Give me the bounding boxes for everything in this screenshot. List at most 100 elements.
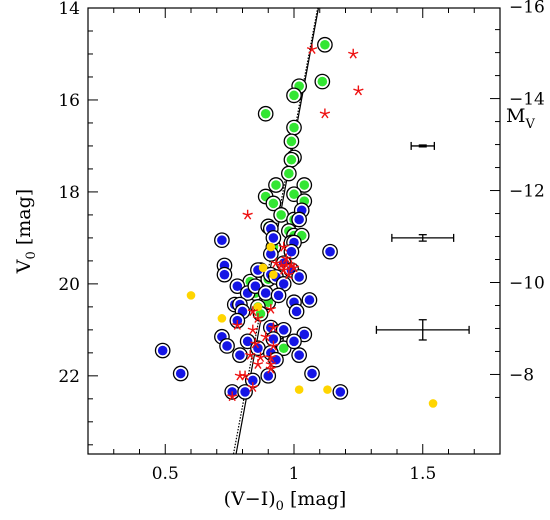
green-point: [265, 195, 282, 212]
point-fill: [273, 290, 284, 301]
green-point: [317, 36, 333, 53]
yellow-point: [258, 263, 268, 273]
red-star-point: [252, 359, 264, 369]
point-fill: [286, 154, 297, 165]
blue-point: [291, 211, 307, 228]
blue-point: [237, 384, 253, 400]
point-fill: [217, 235, 227, 245]
yellow-point: [294, 385, 304, 394]
point-fill: [268, 198, 279, 209]
green-point: [296, 193, 313, 209]
red-star-point: [250, 338, 261, 349]
point-fill: [278, 325, 289, 335]
red-star-point: [353, 85, 364, 96]
x-tick-label: 1.5: [409, 464, 436, 484]
red-star-point: [227, 391, 238, 402]
blue-point: [291, 347, 307, 363]
blue-point: [219, 338, 235, 354]
red-star-point: [247, 324, 258, 335]
yellow-point: [428, 399, 438, 408]
yellow-point: [217, 314, 227, 323]
point-fill: [286, 246, 297, 257]
red-star-point: [268, 340, 279, 351]
point-fill: [278, 343, 289, 354]
point-fill: [278, 279, 289, 289]
red-star-point: [265, 363, 276, 374]
y-axis-label-sub: 0: [24, 251, 39, 259]
point-fill: [307, 368, 317, 379]
right-tick-label: −16: [509, 0, 545, 18]
point-fill: [289, 90, 299, 101]
red-star-point: [242, 209, 253, 220]
blue-point: [288, 303, 305, 320]
point-fill: [263, 371, 274, 381]
y-tick-label: 22: [58, 367, 80, 387]
blue-point: [232, 347, 248, 363]
point-fill: [222, 341, 232, 351]
point-fill: [294, 214, 304, 225]
blue-point: [301, 292, 318, 308]
y-axis-label: V0 [mag]: [13, 189, 39, 274]
point-fill: [175, 368, 186, 379]
blue-point: [275, 276, 292, 292]
blue-point: [216, 266, 233, 283]
yellow-point: [266, 242, 276, 252]
y-tick-label: 18: [58, 183, 80, 203]
blue-point: [172, 365, 189, 382]
blue-point: [304, 365, 320, 382]
red-star-point: [319, 108, 331, 119]
red-star-point: [278, 264, 289, 275]
green-point: [280, 165, 297, 182]
green-point: [286, 87, 302, 104]
blue-point: [257, 285, 274, 301]
point-fill: [284, 168, 294, 179]
point-fill: [242, 336, 253, 347]
red-star-point: [247, 382, 258, 392]
red-star-point: [265, 359, 276, 369]
green-point: [268, 177, 284, 193]
point-fill: [232, 281, 243, 291]
blue-point: [265, 230, 282, 246]
right-tick-label: −12: [509, 182, 545, 202]
point-fill: [271, 180, 281, 190]
point-fill: [299, 180, 310, 190]
x-tick-label: 0.5: [152, 464, 179, 484]
red-star-point: [239, 370, 251, 381]
y-axis-label-main: V: [13, 259, 35, 274]
x-axis-label-main: (V−I): [224, 488, 276, 510]
red-star-point: [247, 306, 258, 317]
point-fill: [240, 387, 250, 397]
point-fill: [268, 334, 279, 344]
point-fill: [289, 189, 299, 200]
point-fill: [253, 343, 263, 354]
y-tick-label: 14: [58, 0, 80, 19]
y-tick-label: 16: [58, 91, 80, 111]
point-fill: [235, 350, 245, 360]
point-fill: [299, 329, 310, 340]
blue-point: [291, 269, 307, 285]
red-star-point: [281, 253, 292, 264]
right-axis-label-main: M: [506, 105, 525, 127]
blue-point: [154, 342, 171, 359]
point-fill: [289, 336, 299, 347]
red-star-point: [252, 313, 264, 323]
point-fill: [294, 272, 304, 282]
red-star-point: [283, 269, 295, 280]
right-tick-label: −14: [509, 90, 545, 110]
point-fill: [304, 295, 315, 305]
x-tick-label: 1: [289, 464, 300, 484]
point-fill: [335, 387, 346, 397]
x-axis-label-unit: [mag]: [290, 488, 346, 510]
green-point: [283, 151, 300, 168]
point-fill: [276, 210, 286, 220]
red-star-point: [268, 322, 279, 333]
error-bars: [375, 141, 470, 341]
green-point: [273, 207, 289, 223]
point-fill: [248, 375, 258, 386]
y-axis-label-unit: [mag]: [13, 189, 35, 245]
x-axis-label: (V−I)0 [mag]: [224, 488, 347, 514]
green-point: [286, 186, 302, 203]
yellow-point: [323, 385, 332, 394]
blue-point: [332, 384, 349, 400]
